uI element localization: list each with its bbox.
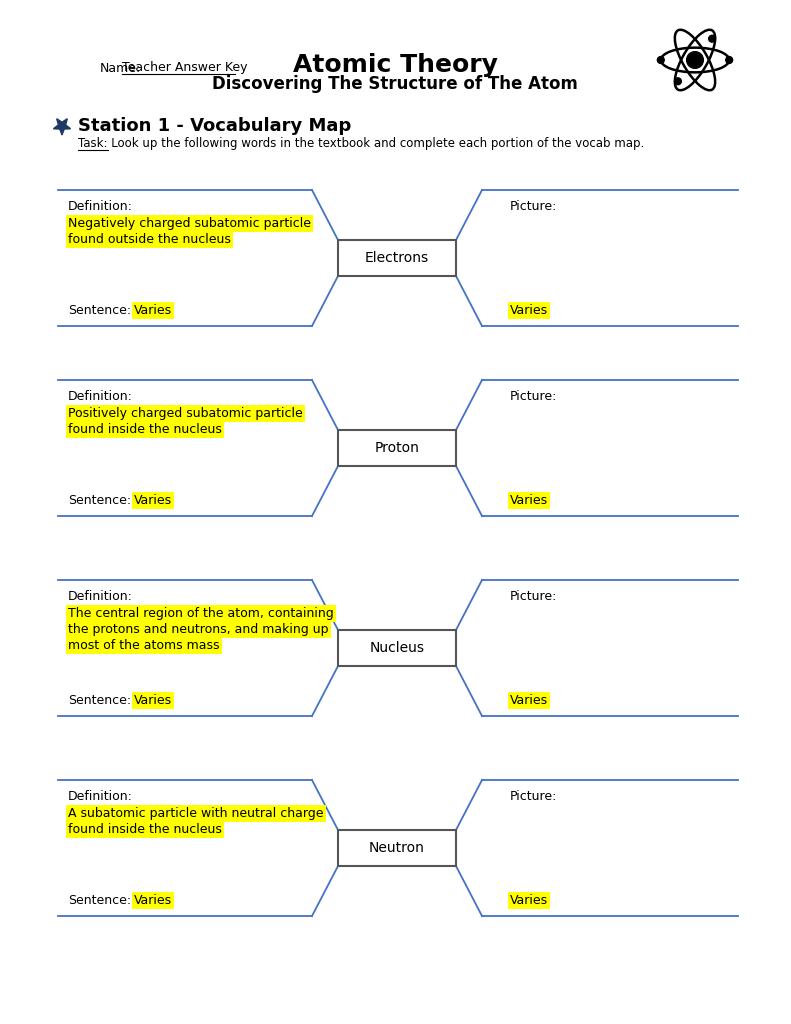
Circle shape — [675, 78, 681, 85]
Circle shape — [726, 56, 732, 63]
Text: Task: Look up the following words in the textbook and complete each portion of t: Task: Look up the following words in the… — [78, 137, 644, 151]
Text: found inside the nucleus: found inside the nucleus — [68, 423, 221, 436]
Text: A subatomic particle with neutral charge: A subatomic particle with neutral charge — [68, 807, 324, 820]
Text: Sentence:: Sentence: — [68, 304, 131, 317]
Text: the protons and neutrons, and making up: the protons and neutrons, and making up — [68, 623, 328, 636]
Text: Picture:: Picture: — [510, 590, 558, 603]
Text: Negatively charged subatomic particle: Negatively charged subatomic particle — [68, 217, 311, 230]
Text: found inside the nucleus: found inside the nucleus — [68, 823, 221, 836]
Text: Proton: Proton — [375, 441, 419, 455]
Circle shape — [687, 51, 703, 69]
Text: Varies: Varies — [510, 894, 548, 907]
Text: Definition:: Definition: — [68, 390, 133, 403]
Text: Discovering The Structure of The Atom: Discovering The Structure of The Atom — [212, 75, 578, 93]
Text: Varies: Varies — [134, 304, 172, 317]
Text: Picture:: Picture: — [510, 390, 558, 403]
Text: Electrons: Electrons — [365, 251, 429, 265]
Circle shape — [709, 35, 716, 42]
Text: found outside the nucleus: found outside the nucleus — [68, 233, 231, 246]
Text: Positively charged subatomic particle: Positively charged subatomic particle — [68, 407, 303, 420]
Text: Teacher Answer Key: Teacher Answer Key — [122, 61, 248, 75]
Text: Varies: Varies — [134, 694, 172, 707]
Text: Picture:: Picture: — [510, 790, 558, 803]
Text: Varies: Varies — [510, 694, 548, 707]
Text: Sentence:: Sentence: — [68, 894, 131, 907]
FancyBboxPatch shape — [338, 240, 456, 276]
FancyBboxPatch shape — [338, 630, 456, 666]
Text: Nucleus: Nucleus — [369, 641, 425, 655]
Text: Varies: Varies — [510, 304, 548, 317]
Text: Definition:: Definition: — [68, 790, 133, 803]
Text: most of the atoms mass: most of the atoms mass — [68, 639, 219, 652]
Text: Definition:: Definition: — [68, 200, 133, 213]
Circle shape — [657, 56, 664, 63]
Text: Varies: Varies — [134, 494, 172, 507]
Text: Atomic Theory: Atomic Theory — [293, 53, 498, 77]
Text: Varies: Varies — [510, 494, 548, 507]
Text: Definition:: Definition: — [68, 590, 133, 603]
Text: Station 1 - Vocabulary Map: Station 1 - Vocabulary Map — [78, 117, 351, 135]
Text: Neutron: Neutron — [369, 841, 425, 855]
Text: Sentence:: Sentence: — [68, 694, 131, 707]
FancyBboxPatch shape — [338, 430, 456, 466]
Text: Name:: Name: — [100, 61, 142, 75]
FancyBboxPatch shape — [338, 830, 456, 866]
Text: Varies: Varies — [134, 894, 172, 907]
Text: Sentence:: Sentence: — [68, 494, 131, 507]
Text: Picture:: Picture: — [510, 200, 558, 213]
Text: The central region of the atom, containing: The central region of the atom, containi… — [68, 607, 334, 620]
Polygon shape — [54, 119, 70, 135]
